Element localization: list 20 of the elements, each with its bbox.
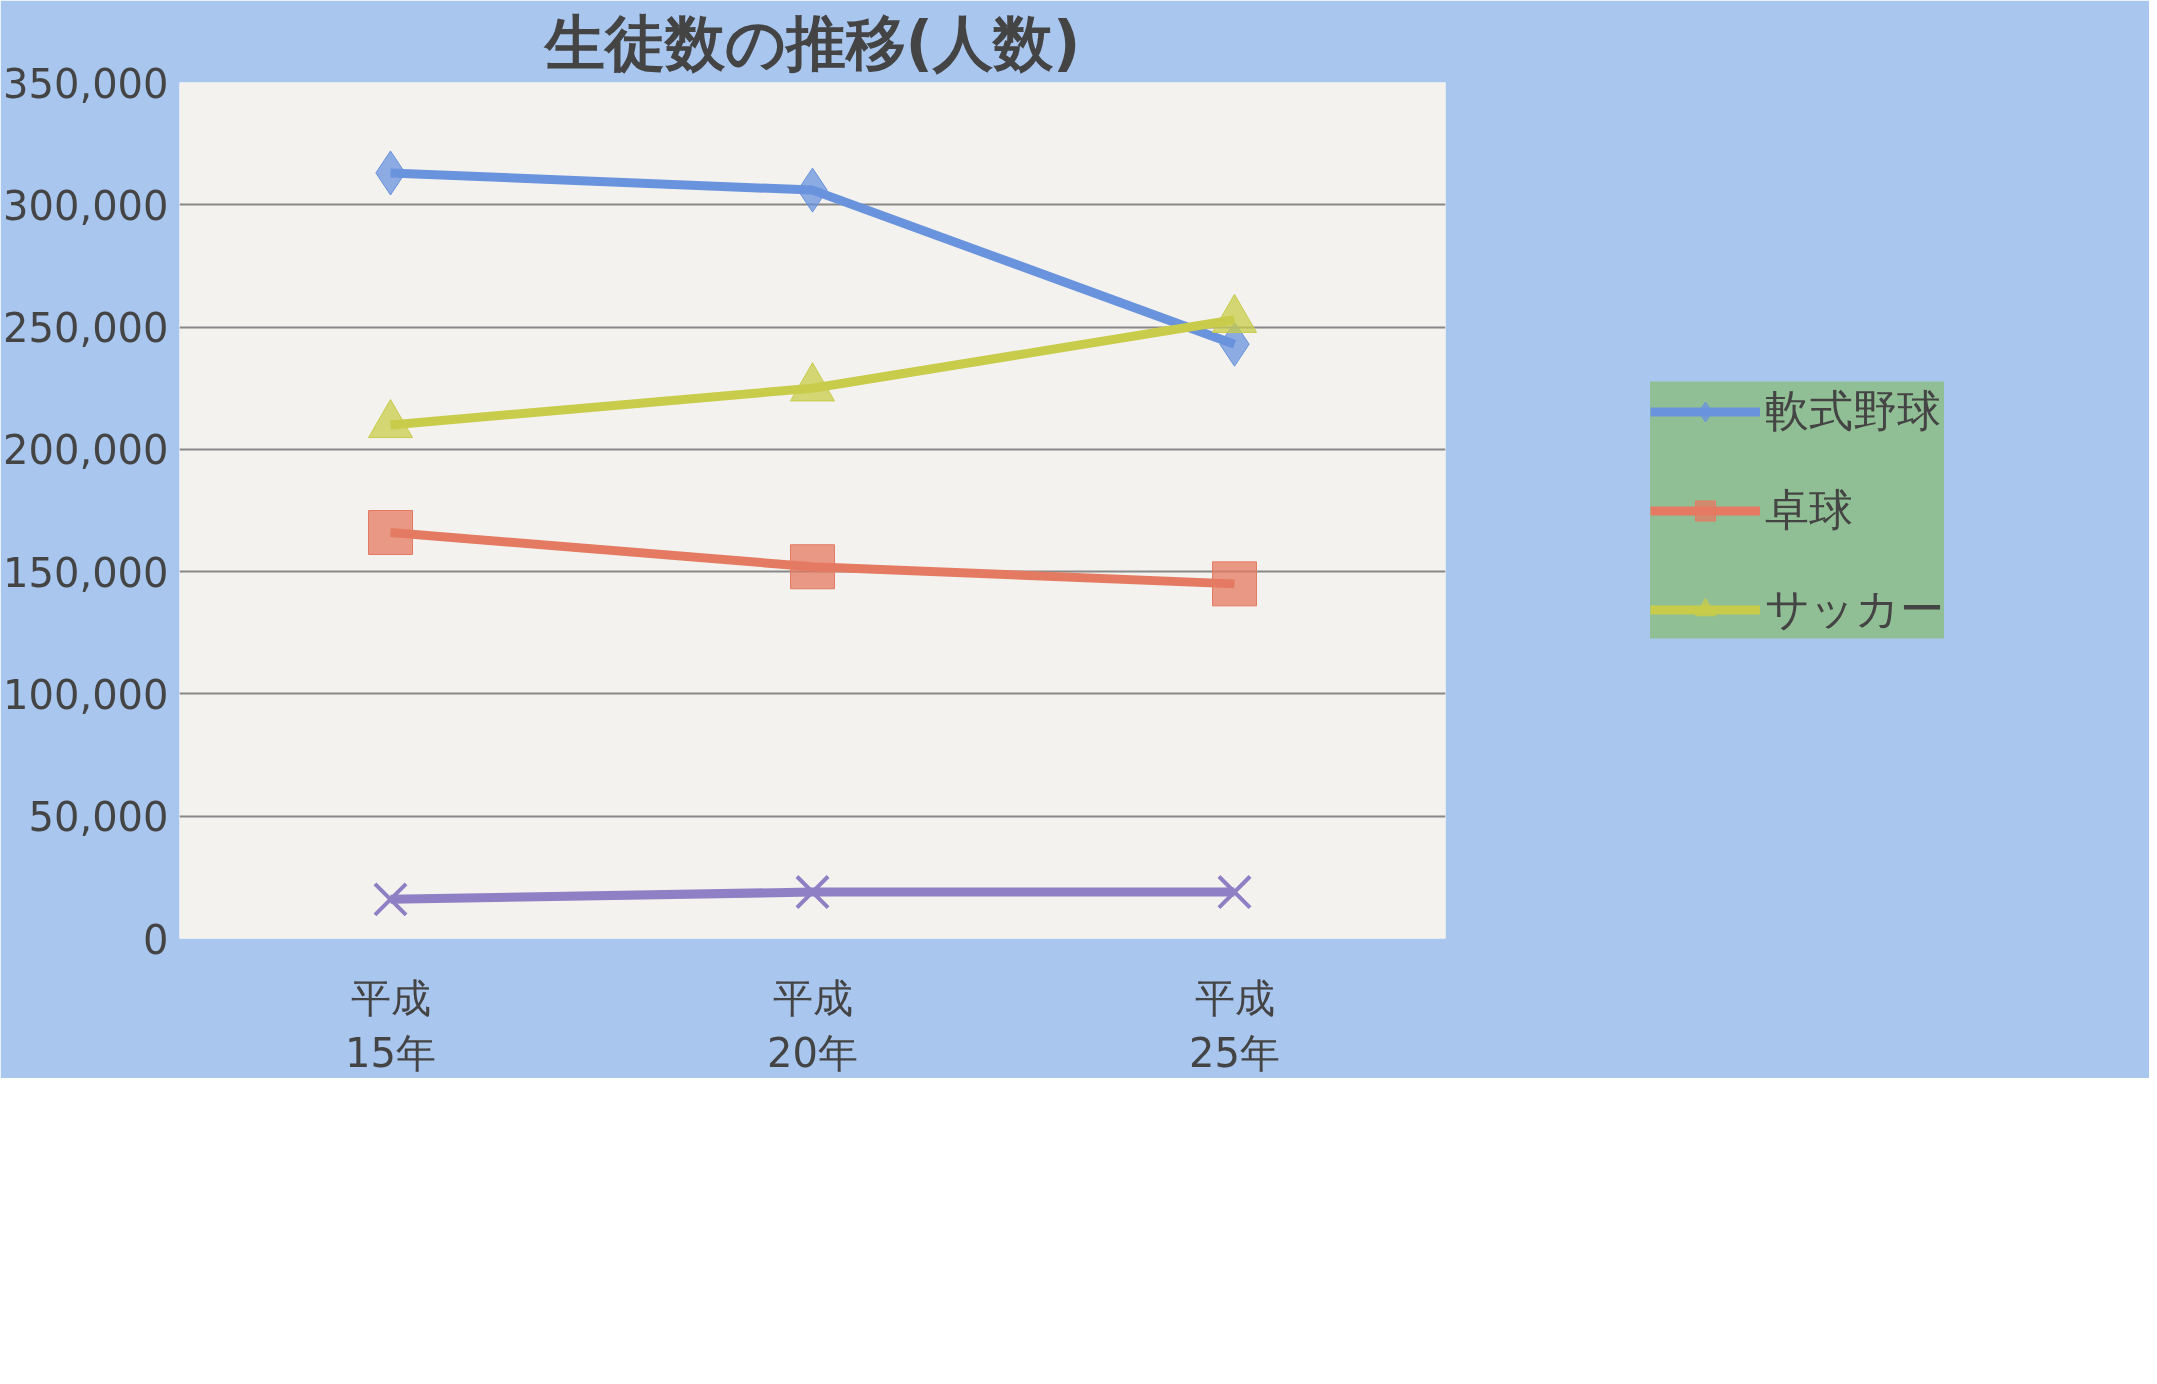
y-tick-label: 300,000 <box>3 182 169 229</box>
legend-label: 卓球 <box>1765 482 1853 537</box>
point <box>794 874 831 910</box>
x-tick-label: 平成 20年 <box>767 974 858 1076</box>
point <box>368 510 413 556</box>
y-tick-label: 50,000 <box>28 794 169 841</box>
x-tick-label: 平成 25年 <box>1189 974 1280 1076</box>
y-tick-label: 250,000 <box>3 305 169 352</box>
legend-label: 軟式野球 <box>1765 383 1941 438</box>
chart-title: 生徒数の推移(人数) <box>542 7 1081 78</box>
y-tick-label: 0 <box>143 916 169 963</box>
point <box>1212 561 1257 607</box>
point <box>1216 874 1253 910</box>
y-tick-label: 350,000 <box>3 60 169 107</box>
point <box>372 881 409 917</box>
legend-label: サッカー <box>1765 581 1944 636</box>
y-tick-label: 200,000 <box>3 427 169 474</box>
x-tick-label: 平成 15年 <box>345 974 436 1076</box>
y-tick-label: 100,000 <box>3 671 169 718</box>
y-tick-label: 150,000 <box>3 549 169 596</box>
